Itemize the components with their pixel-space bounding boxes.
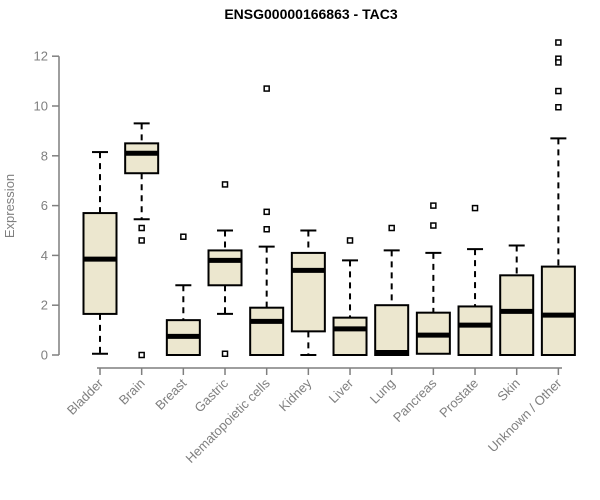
x-tick-label: Unknown / Other <box>485 375 565 455</box>
outlier-point <box>555 59 562 66</box>
x-tick-label: Gastric <box>191 375 231 415</box>
y-axis: 0 2 4 6 8 10 12 <box>34 49 60 363</box>
outlier-point <box>263 208 270 216</box>
box-group <box>374 224 410 357</box>
y-tick-label: 4 <box>41 248 48 263</box>
box <box>207 249 243 287</box>
box-group <box>332 237 368 356</box>
y-tick-label: 12 <box>34 49 48 64</box>
outlier-point <box>555 103 562 111</box>
box <box>332 316 368 356</box>
chart-title: ENSG00000166863 - TAC3 <box>224 6 397 22</box>
outlier-point <box>263 226 270 233</box>
x-tick-label: Prostate <box>436 376 481 421</box>
y-tick-label: 6 <box>41 198 48 213</box>
outlier-point <box>263 85 270 92</box>
x-tick-label: Bladder <box>64 375 107 418</box>
box-group <box>290 229 326 356</box>
x-tick-label: Breast <box>152 375 189 412</box>
outlier-point <box>430 202 437 209</box>
y-axis-label: Expression <box>2 174 17 238</box>
outlier-point <box>471 204 479 212</box>
box <box>374 304 410 357</box>
outlier-point <box>138 237 145 244</box>
outlier-point <box>430 222 437 229</box>
x-tick-label: Brain <box>116 376 148 408</box>
x-tick-label: Lung <box>367 376 398 407</box>
x-tick-label: Kidney <box>276 375 315 414</box>
x-tick-label: Pancreas <box>390 375 440 425</box>
box-group <box>249 85 285 357</box>
box <box>82 212 118 315</box>
x-tick-label: Skin <box>494 376 522 404</box>
boxplot-layer <box>82 39 576 359</box>
y-tick-label: 8 <box>41 148 48 163</box>
outlier-point <box>221 350 229 358</box>
outlier-point <box>180 233 187 240</box>
outlier-point <box>555 39 562 46</box>
x-tick-label: Liver <box>326 375 357 406</box>
box-group <box>82 151 118 355</box>
outlier-point <box>221 181 229 188</box>
box-group <box>207 181 243 358</box>
box-group <box>540 39 576 357</box>
outlier-point <box>388 224 395 232</box>
box <box>249 306 285 357</box>
outlier-point <box>346 237 354 244</box>
box <box>457 305 493 357</box>
box <box>290 251 326 333</box>
outlier-point <box>138 224 145 232</box>
outlier-point <box>138 351 145 359</box>
outlier-point <box>555 87 562 95</box>
box-group <box>124 122 160 359</box>
y-tick-label: 0 <box>41 348 48 363</box>
y-tick-label: 10 <box>34 99 48 114</box>
box <box>540 265 576 357</box>
box-group <box>415 202 451 355</box>
box <box>499 274 535 357</box>
box-group <box>165 233 201 357</box>
box-group <box>457 204 493 357</box>
y-tick-label: 2 <box>41 298 48 313</box>
box <box>124 142 160 175</box>
box-group <box>499 244 535 357</box>
